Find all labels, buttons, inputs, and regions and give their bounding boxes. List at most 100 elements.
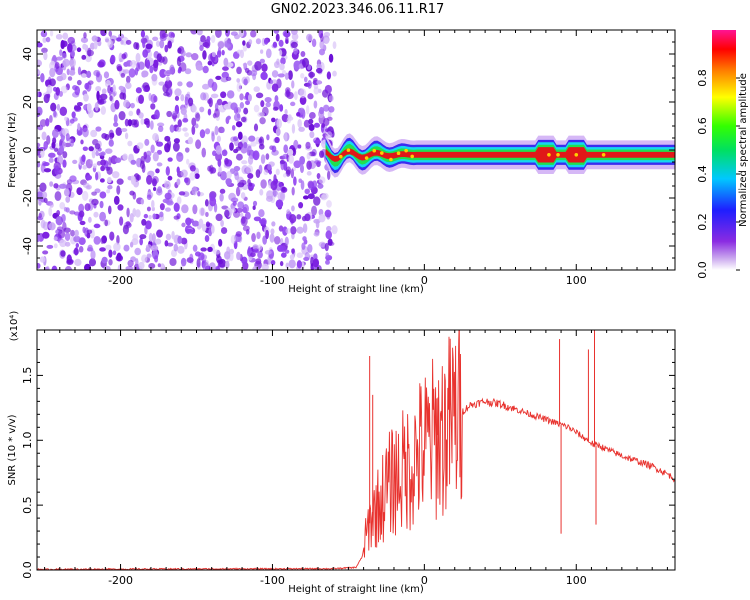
noise-speckle xyxy=(106,189,111,194)
noise-speckle xyxy=(206,35,211,43)
noise-speckle xyxy=(82,164,87,170)
noise-speckle xyxy=(184,132,189,138)
noise-speckle xyxy=(53,183,59,189)
noise-speckle xyxy=(177,245,185,254)
noise-speckle xyxy=(78,203,85,213)
noise-speckle xyxy=(53,110,57,118)
noise-speckle xyxy=(65,196,71,203)
noise-speckle xyxy=(180,107,187,116)
noise-speckle xyxy=(241,216,246,224)
noise-speckle xyxy=(54,191,62,202)
noise-speckle xyxy=(290,41,298,49)
noise-speckle xyxy=(130,102,135,109)
noise-speckle xyxy=(53,147,59,152)
noise-speckle xyxy=(296,112,301,117)
noise-speckle xyxy=(60,250,66,257)
noise-speckle xyxy=(79,220,86,226)
noise-speckle xyxy=(142,38,146,49)
noise-speckle xyxy=(187,97,194,107)
noise-speckle xyxy=(275,127,281,137)
noise-speckle xyxy=(313,86,320,95)
noise-speckle xyxy=(215,213,223,222)
noise-speckle xyxy=(293,91,298,101)
noise-speckle xyxy=(191,117,197,127)
colorbar: 0.0 0.2 0.4 0.6 0.8 Normalized spectral ampl… xyxy=(696,30,749,279)
noise-speckle xyxy=(223,57,229,67)
noise-speckle xyxy=(67,36,75,45)
noise-speckle xyxy=(199,106,205,113)
noise-speckle xyxy=(144,138,150,146)
noise-speckle xyxy=(302,236,307,242)
noise-speckle xyxy=(291,248,295,254)
noise-speckle xyxy=(92,163,98,169)
noise-speckle xyxy=(163,91,170,97)
noise-speckle xyxy=(176,126,182,133)
noise-speckle xyxy=(225,76,232,82)
noise-speckle xyxy=(197,190,201,197)
noise-speckle xyxy=(136,61,140,72)
noise-speckle xyxy=(283,144,289,154)
noise-speckle xyxy=(196,30,203,36)
noise-speckle xyxy=(304,188,310,195)
noise-speckle xyxy=(159,39,165,49)
noise-speckle xyxy=(76,47,82,53)
noise-speckle xyxy=(243,78,248,86)
noise-speckle xyxy=(326,200,332,208)
noise-speckle xyxy=(119,92,125,100)
noise-speckle xyxy=(233,210,241,218)
noise-speckle xyxy=(145,244,152,250)
noise-speckle xyxy=(318,48,326,56)
noise-speckle xyxy=(195,112,201,122)
figure-title: GN02.2023.346.06.11.R17 xyxy=(270,2,445,17)
noise-speckle xyxy=(318,241,326,248)
noise-speckle xyxy=(237,131,243,141)
noise-speckle xyxy=(268,169,272,175)
noise-speckle xyxy=(271,145,277,153)
noise-speckle xyxy=(267,164,272,171)
noise-speckle xyxy=(270,228,275,235)
noise-speckle xyxy=(93,40,98,50)
noise-speckle xyxy=(103,71,110,79)
noise-speckle xyxy=(110,54,116,64)
noise-speckle xyxy=(180,49,186,57)
noise-speckle xyxy=(93,223,101,229)
band-peak-dot xyxy=(404,148,408,153)
spectrogram-ylabel: Frequency (Hz) xyxy=(7,112,18,188)
noise-speckle xyxy=(204,234,210,242)
noise-speckle xyxy=(94,102,99,112)
noise-speckle xyxy=(105,148,113,154)
noise-speckle xyxy=(212,150,217,157)
noise-speckle xyxy=(40,148,45,158)
noise-speckle xyxy=(141,218,147,226)
noise-speckle xyxy=(274,95,279,103)
noise-speckle xyxy=(48,207,53,217)
noise-speckle xyxy=(296,260,302,269)
noise-speckle xyxy=(300,164,304,174)
noise-speckle xyxy=(256,231,261,240)
noise-speckle xyxy=(291,123,296,134)
band-peak-dot xyxy=(380,151,384,155)
noise-speckle xyxy=(222,66,229,71)
noise-speckle xyxy=(116,185,121,195)
noise-speckle xyxy=(185,228,194,234)
noise-speckle xyxy=(232,200,237,206)
noise-speckle xyxy=(165,207,171,212)
noise-speckle xyxy=(59,49,63,56)
noise-speckle xyxy=(319,150,325,158)
noise-speckle xyxy=(208,228,212,237)
noise-speckle xyxy=(185,52,193,58)
noise-speckle xyxy=(54,61,60,69)
noise-speckle xyxy=(210,35,216,44)
noise-speckle xyxy=(265,48,272,59)
y-tick-label: 20 xyxy=(21,95,34,109)
noise-speckle xyxy=(76,79,82,86)
noise-speckle xyxy=(166,110,173,118)
noise-speckle xyxy=(49,78,56,87)
noise-speckle xyxy=(150,245,159,252)
noise-speckle xyxy=(54,165,60,176)
noise-speckle xyxy=(264,250,272,255)
noise-speckle xyxy=(65,207,70,213)
noise-speckle xyxy=(82,43,87,50)
noise-speckle xyxy=(37,142,41,148)
noise-speckle xyxy=(72,159,78,164)
